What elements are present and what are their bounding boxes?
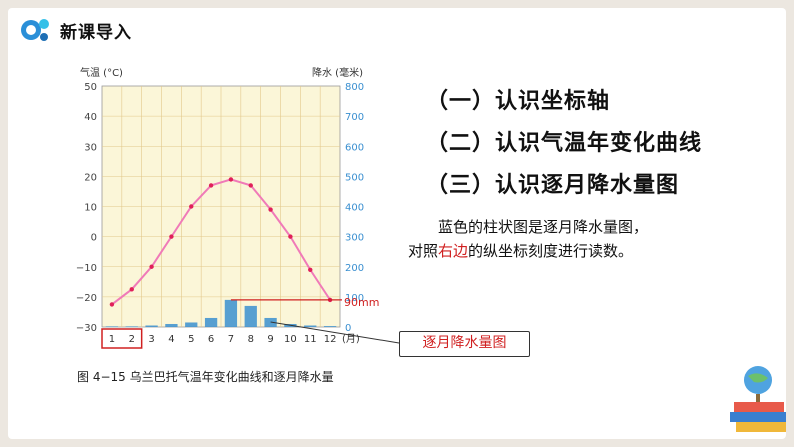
x-tick-label: 10 xyxy=(284,334,297,345)
x-tick-label: 9 xyxy=(267,334,273,345)
explanation-suffix: 的纵坐标刻度进行读数。 xyxy=(468,242,634,260)
left-tick-label: 10 xyxy=(84,203,97,214)
outline-item-1: （一）认识坐标轴 xyxy=(426,89,611,114)
precipitation-bar xyxy=(125,326,138,327)
left-axis-label: 气温 (°C) xyxy=(80,66,123,79)
temperature-point xyxy=(268,207,273,212)
explanation-line-2: 对照右边的纵坐标刻度进行读数。 xyxy=(408,239,748,263)
left-tick-label: 50 xyxy=(84,82,97,93)
figure-caption: 图 4−15 乌兰巴托气温年变化曲线和逐月降水量 xyxy=(77,370,334,384)
right-tick-label: 100 xyxy=(345,293,364,304)
precipitation-bar xyxy=(185,322,198,327)
temperature-point xyxy=(248,183,253,188)
temperature-line xyxy=(111,178,331,306)
left-tick-label: −10 xyxy=(76,263,97,274)
section-header: 新课导入 xyxy=(8,8,158,52)
temperature-point xyxy=(129,287,134,292)
temperature-point xyxy=(149,264,154,269)
left-tick-label: 30 xyxy=(84,142,97,153)
right-axis-label: 降水 (毫米) xyxy=(312,66,363,79)
callout-leader-line xyxy=(270,321,400,344)
outline-item-2: （二）认识气温年变化曲线 xyxy=(426,131,703,156)
x-tick-label: 6 xyxy=(208,334,214,345)
explanation-text: 蓝色的柱状图是逐月降水量图， 对照右边的纵坐标刻度进行读数。 xyxy=(408,215,748,263)
explanation-prefix: 对照 xyxy=(408,242,439,260)
books-globe-icon xyxy=(730,366,786,432)
x-tick-label: 11 xyxy=(304,334,317,345)
right-tick-label: 600 xyxy=(345,142,364,153)
x-tick-label: 7 xyxy=(228,334,234,345)
precipitation-bar xyxy=(304,325,317,327)
page-title: 新课导入 xyxy=(60,22,132,43)
temperature-point xyxy=(228,177,234,182)
temperature-point xyxy=(169,234,174,239)
precipitation-bar xyxy=(224,299,238,327)
x-tick-label: 5 xyxy=(188,334,194,345)
right-tick-label: 200 xyxy=(345,263,364,274)
x-tick-label: 8 xyxy=(248,334,254,345)
temperature-point xyxy=(208,183,214,188)
x-tick-label: 1 xyxy=(109,334,115,345)
right-tick-label: 500 xyxy=(345,172,364,183)
temperature-point xyxy=(288,234,293,239)
left-tick-label: 40 xyxy=(84,112,97,123)
right-tick-label: 800 xyxy=(345,82,364,93)
right-tick-label: 400 xyxy=(345,203,364,214)
left-tick-label: 0 xyxy=(91,233,97,244)
precipitation-bar xyxy=(145,325,158,327)
temperature-point xyxy=(308,267,313,272)
right-tick-label: 300 xyxy=(345,233,364,244)
precipitation-bar xyxy=(264,317,277,327)
precipitation-bar xyxy=(105,326,119,327)
x-tick-label: 3 xyxy=(148,334,154,345)
outline-item-3: （三）认识逐月降水量图 xyxy=(426,173,680,198)
highlight-word: 右边 xyxy=(438,242,469,260)
annotation-90mm-label: 90mm xyxy=(344,296,379,309)
x-tick-label: 4 xyxy=(168,334,174,345)
months-1-2-highlight-box xyxy=(101,328,143,349)
left-tick-label: −20 xyxy=(76,293,97,304)
left-tick-label: 20 xyxy=(84,172,97,183)
precipitation-bar xyxy=(244,305,257,327)
precipitation-bar xyxy=(165,323,178,327)
temperature-point xyxy=(109,302,115,307)
left-tick-label: −30 xyxy=(76,323,97,334)
logo-icon xyxy=(20,16,52,44)
precipitation-bar xyxy=(204,317,218,327)
x-tick-label: 2 xyxy=(129,334,135,345)
precipitation-bar xyxy=(323,326,337,327)
precipitation-callout-label: 逐月降水量图 xyxy=(399,331,530,357)
right-tick-label: 0 xyxy=(345,323,351,334)
right-tick-label: 700 xyxy=(345,112,364,123)
temperature-point xyxy=(189,204,194,209)
explanation-line-1: 蓝色的柱状图是逐月降水量图， xyxy=(438,218,649,236)
x-tick-label: 12 xyxy=(324,334,337,345)
